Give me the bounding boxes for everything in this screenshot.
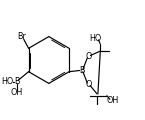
Text: HO: HO (1, 77, 13, 86)
Text: B: B (79, 66, 84, 75)
Text: B: B (14, 77, 19, 86)
Text: OH: OH (107, 96, 119, 105)
Text: HO: HO (89, 34, 101, 43)
Text: OH: OH (10, 88, 23, 97)
Text: O: O (85, 80, 91, 89)
Text: O: O (85, 52, 91, 61)
Text: Br: Br (18, 32, 26, 41)
